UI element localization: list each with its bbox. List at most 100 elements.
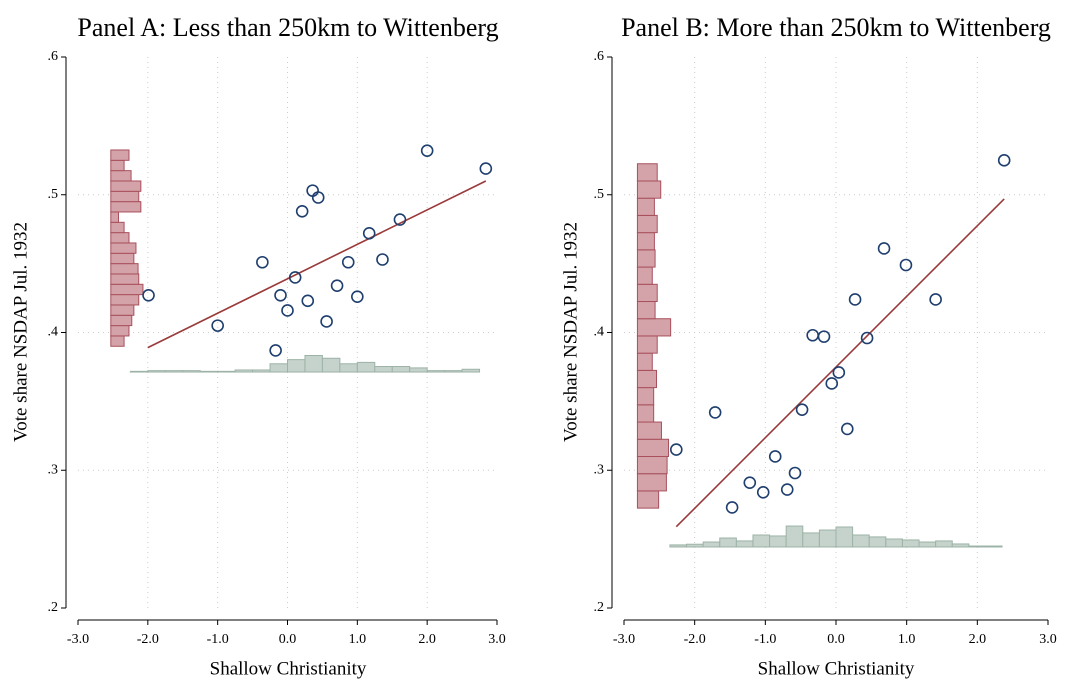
x-histogram-bar (234, 369, 254, 373)
data-point (997, 154, 1011, 167)
x-histogram-bar (287, 359, 306, 373)
data-point (708, 406, 722, 419)
data-point (725, 501, 739, 514)
data-point (795, 403, 809, 416)
data-point (669, 443, 683, 456)
x-tick-label: 0.0 (279, 632, 297, 647)
x-histogram-bar (735, 540, 754, 548)
y-histogram-bar (110, 314, 133, 327)
x-tick-label: 1.0 (898, 632, 916, 647)
x-histogram-bar (426, 370, 446, 373)
y-tick-label: .6 (48, 49, 59, 64)
x-histogram-bar (901, 539, 920, 548)
data-point (848, 293, 862, 306)
data-point (825, 377, 839, 390)
data-point (142, 289, 155, 302)
panel-title: Panel B: More than 250km to Wittenberg (621, 13, 1051, 42)
x-histogram-bar (918, 541, 937, 548)
data-point (320, 315, 333, 328)
y-histogram-bar (110, 221, 125, 234)
y-tick-label: .5 (594, 187, 605, 202)
x-tick-label: 0.0 (827, 632, 845, 647)
y-histogram-bar (636, 438, 670, 457)
y-histogram-bar (110, 170, 132, 182)
data-point (211, 319, 224, 332)
y-histogram-bar (110, 190, 140, 203)
y-histogram-bar (110, 159, 125, 172)
x-histogram-bar (785, 525, 804, 548)
x-histogram-bar (356, 361, 376, 373)
y-tick-label: .4 (594, 325, 605, 340)
y-tick-label: .3 (594, 462, 605, 477)
y-tick-label: .2 (48, 600, 59, 615)
y-histogram-bar (110, 201, 142, 213)
y-histogram-bar (110, 335, 125, 347)
y-histogram-bar (636, 387, 655, 406)
data-point (832, 366, 846, 379)
data-point (393, 213, 407, 226)
x-histogram-bar (719, 537, 737, 548)
fit-line (147, 180, 487, 349)
y-histogram-bar (636, 318, 672, 337)
data-point (295, 204, 309, 218)
data-point (860, 331, 874, 345)
x-axis-title: Shallow Christianity (758, 658, 915, 679)
data-point (806, 328, 819, 342)
y-histogram-bar (110, 232, 130, 244)
x-histogram-bar (752, 534, 771, 548)
data-point (274, 289, 287, 302)
y-histogram-bar (636, 455, 668, 475)
y-histogram-bar (636, 473, 667, 492)
y-histogram-bar (636, 266, 653, 285)
y-tick-label: .3 (48, 462, 59, 477)
x-histogram-bar (868, 536, 887, 548)
x-histogram-bar (147, 370, 166, 373)
x-tick-label: -1.0 (207, 632, 229, 647)
data-point (768, 450, 782, 463)
y-histogram-bar (636, 352, 653, 371)
y-histogram-bar (636, 249, 656, 268)
y-axis-title: Vote share NSDAP Jul. 1932 (10, 222, 31, 442)
x-tick-label: -2.0 (684, 632, 706, 647)
x-histogram-bar (769, 535, 787, 548)
x-histogram-bar (984, 545, 1003, 548)
y-histogram-bar (636, 421, 662, 440)
y-histogram-bar (636, 301, 656, 320)
x-tick-label: 3.0 (1039, 632, 1057, 647)
x-histogram-bar (802, 532, 820, 548)
x-histogram-bar (835, 526, 854, 548)
data-point (376, 253, 389, 266)
x-histogram-bar (444, 370, 463, 373)
y-tick-label: .4 (48, 325, 59, 340)
data-point (788, 466, 802, 480)
y-histogram-bar (636, 335, 658, 354)
x-histogram-bar (182, 370, 201, 373)
x-histogram-bar (252, 369, 271, 373)
y-histogram-bar (636, 369, 658, 389)
x-histogram-bar (885, 538, 903, 548)
panel-title: Panel A: Less than 250km to Wittenberg (77, 13, 498, 42)
data-point (288, 271, 302, 284)
y-histogram-bar (110, 273, 140, 285)
data-point (330, 279, 344, 292)
x-tick-label: -3.0 (613, 632, 635, 647)
data-point (256, 255, 269, 269)
x-tick-label: 2.0 (969, 632, 987, 647)
x-histogram-bar (968, 545, 986, 548)
y-tick-label: .5 (48, 187, 59, 202)
y-histogram-bar (636, 404, 655, 423)
data-point (899, 258, 913, 272)
x-histogram-bar (217, 370, 236, 373)
data-point (341, 255, 355, 269)
y-histogram-bar (110, 252, 135, 265)
x-tick-label: 1.0 (349, 632, 367, 647)
y-histogram-bar (636, 180, 662, 199)
data-point (743, 476, 757, 489)
data-point (877, 242, 891, 255)
y-histogram-bar (636, 163, 658, 182)
data-point (351, 290, 364, 303)
x-histogram-bar (935, 540, 953, 548)
data-point (306, 184, 319, 197)
y-histogram-bar (636, 197, 655, 216)
